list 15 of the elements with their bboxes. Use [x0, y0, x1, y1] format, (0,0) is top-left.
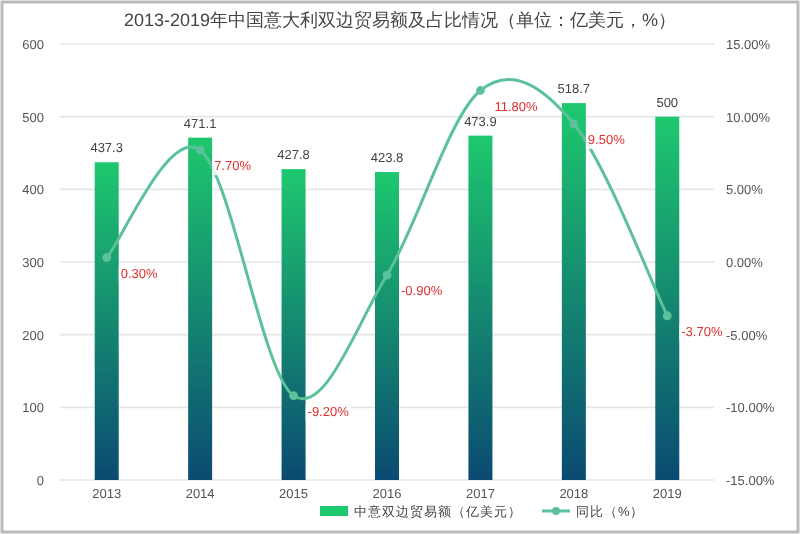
point [569, 119, 579, 129]
point [476, 86, 485, 95]
bar [188, 137, 213, 480]
point [195, 145, 205, 155]
bar [375, 172, 399, 480]
bar [281, 169, 306, 480]
bar [94, 162, 119, 480]
bar [468, 135, 493, 480]
chart-title: 2013-2019年中国意大利双边贸易额及占比情况（单位：亿美元，%） [123, 10, 677, 30]
point [289, 391, 298, 401]
bar [655, 116, 680, 480]
point [662, 311, 672, 321]
bar [561, 103, 586, 480]
point [102, 253, 112, 263]
point [382, 270, 392, 280]
